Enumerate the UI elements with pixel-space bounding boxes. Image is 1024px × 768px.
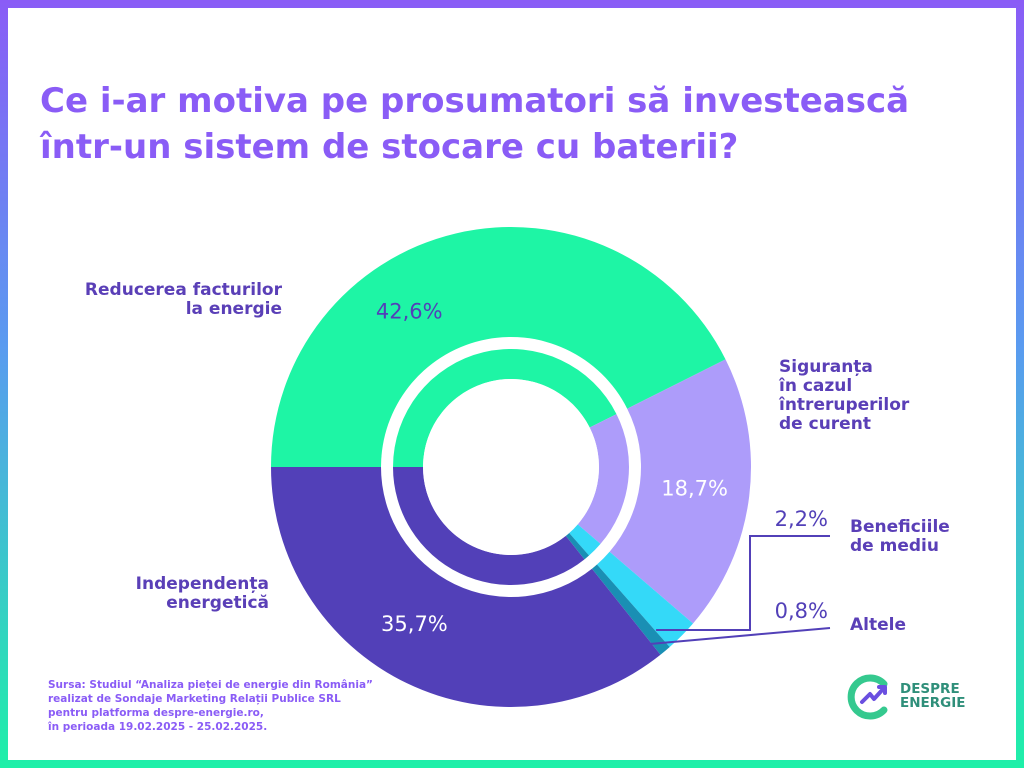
- label-siguranta-line-1: Siguranța: [779, 357, 873, 377]
- logo-text: DESPRE ENERGIE: [900, 682, 965, 710]
- slice-independenta-energetica: [271, 467, 661, 708]
- value-label-siguranta-in-cazul-intreruperilor-de-curent: 18,7%: [661, 477, 728, 501]
- logo-text-line-2: ENERGIE: [900, 695, 966, 711]
- chart-title: Ce i-ar motiva pe prosumatori să investe…: [40, 78, 940, 170]
- label-siguranta-line-2: în cazul: [779, 376, 853, 396]
- slice-reducerea-facturilor-la-energie: [271, 227, 726, 467]
- leader-line-altele: [639, 627, 831, 646]
- label-beneficiile-line-1: Beneficiile: [850, 517, 950, 537]
- outer-ring: [271, 227, 752, 708]
- label-reducerea-line-1: Reducerea facturilor: [84, 280, 282, 300]
- value-label-altele: 0,8%: [775, 599, 828, 623]
- logo-text-line-1: DESPRE: [900, 681, 960, 697]
- source-line: în perioada 19.02.2025 - 25.02.2025.: [48, 721, 268, 733]
- label-altele: Altele: [850, 616, 1000, 635]
- inner-slice-siguranta-in-cazul-intreruperilor-de-curent: [577, 414, 629, 544]
- source-line: realizat de Sondaje Marketing Relații Pu…: [48, 693, 341, 705]
- chart-title-line-2: într-un sistem de stocare cu baterii?: [40, 127, 739, 167]
- despre-energie-logo-icon: [847, 674, 888, 720]
- label-beneficiile: Beneficiile de mediu: [850, 518, 1000, 556]
- slice-siguranta-in-cazul-intreruperilor-de-curent: [609, 359, 752, 624]
- inner-slice-independenta-energetica: [393, 467, 585, 585]
- despre-energie-logo: DESPRE ENERGIE: [846, 672, 965, 722]
- leader-line-beneficiile-de-mediu: [656, 535, 830, 632]
- label-reducerea: Reducerea facturilor la energie: [40, 281, 282, 319]
- source-line: pentru platforma despre-energie.ro,: [48, 707, 264, 719]
- label-altele-line-1: Altele: [850, 615, 906, 635]
- label-independenta-line-2: energetică: [166, 593, 269, 613]
- label-reducerea-line-2: la energie: [185, 299, 282, 319]
- label-siguranta-line-3: întreruperilor: [779, 395, 910, 415]
- leader-lines: [639, 535, 831, 646]
- label-independenta: Independența energetică: [60, 575, 269, 613]
- source-line: Sursa: Studiul “Analiza pieței de energi…: [48, 679, 373, 691]
- slice-beneficiile-de-mediu: [596, 551, 694, 648]
- inner-slice-altele: [565, 533, 590, 560]
- slice-altele: [591, 564, 670, 655]
- value-labels: 42,6% 18,7% 2,2% 0,8% 35,7%: [376, 300, 828, 636]
- inner-slice-beneficiile-de-mediu: [569, 524, 601, 556]
- source-note: Sursa: Studiul “Analiza pieței de energi…: [48, 678, 388, 734]
- chart-title-line-1: Ce i-ar motiva pe prosumatori să investe…: [40, 81, 910, 121]
- value-label-independenta-energetica: 35,7%: [381, 612, 448, 636]
- label-independenta-line-1: Independența: [135, 574, 269, 594]
- donut-hole: [423, 379, 599, 555]
- label-siguranta-line-4: de curent: [779, 414, 871, 434]
- label-siguranta: Siguranța în cazul întreruperilor de cur…: [779, 358, 969, 434]
- label-beneficiile-line-2: de mediu: [850, 536, 939, 556]
- inner-slice-reducerea-facturilor-la-energie: [393, 349, 617, 467]
- inner-ring: [393, 349, 629, 585]
- value-label-reducerea-facturilor-la-energie: 42,6%: [376, 300, 443, 324]
- value-label-beneficiile-de-mediu: 2,2%: [775, 507, 828, 531]
